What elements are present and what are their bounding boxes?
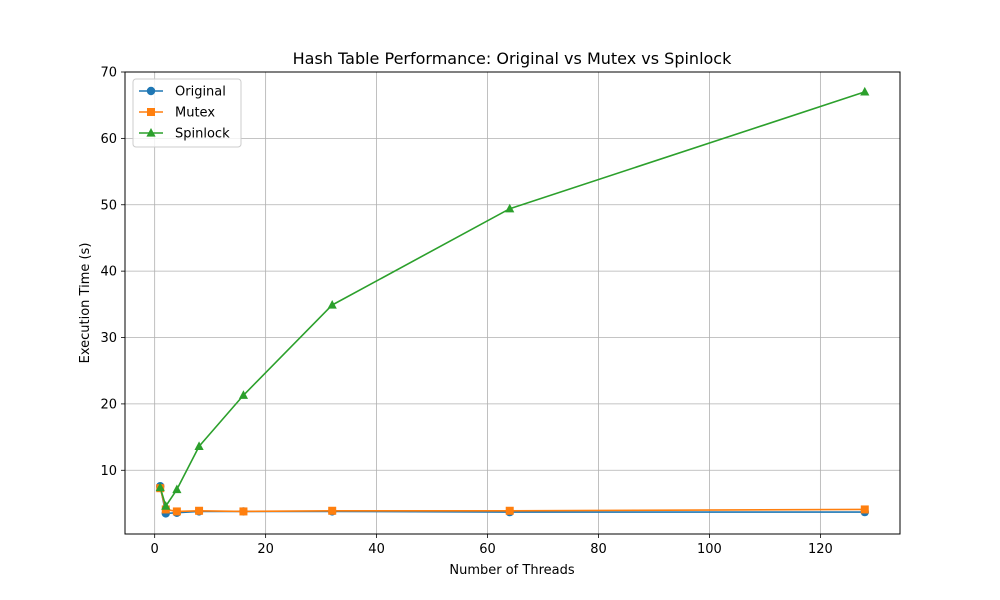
- x-tick-label: 0: [151, 542, 159, 557]
- legend-swatch-marker: [147, 108, 155, 116]
- spinlock-point: [161, 501, 171, 510]
- x-tick-label: 60: [479, 542, 496, 557]
- legend-entry-mutex: Mutex: [139, 106, 215, 121]
- mutex-point: [195, 506, 204, 515]
- y-axis-label: Execution Time (s): [78, 243, 93, 364]
- y-tick-label: 70: [100, 66, 117, 81]
- ticks: 0 20 40 60 80 100 120 10 20 30 40 50 60 70: [100, 66, 832, 558]
- legend-label: Spinlock: [175, 127, 230, 142]
- chart-title: Hash Table Performance: Original vs Mute…: [293, 49, 732, 68]
- x-tick-label: 20: [257, 542, 274, 557]
- legend: Original Mutex Spinlock: [132, 78, 242, 148]
- y-tick-label: 10: [100, 464, 117, 479]
- spinlock-point: [860, 86, 870, 96]
- series-spinlock: [155, 86, 870, 510]
- mutex-point: [860, 505, 869, 514]
- legend-label: Original: [175, 85, 226, 100]
- y-tick-label: 40: [100, 265, 117, 280]
- spinlock-point: [172, 484, 182, 494]
- legend-label: Mutex: [175, 106, 215, 121]
- mutex-point: [505, 506, 514, 515]
- plot-frame: [124, 71, 901, 535]
- legend-swatch-marker: [146, 86, 156, 96]
- spinlock-point: [194, 441, 204, 450]
- x-tick-label: 80: [590, 542, 607, 557]
- x-axis-label: Number of Threads: [449, 563, 574, 578]
- legend-entry-spinlock: Spinlock: [139, 127, 230, 142]
- spinlock-point: [155, 482, 165, 492]
- y-tick-label: 20: [100, 397, 117, 412]
- spinlock-point: [327, 299, 337, 309]
- legend-entry-original: Original: [139, 85, 226, 100]
- spinlock-line: [159, 91, 866, 507]
- y-tick-label: 30: [100, 331, 117, 346]
- y-tick-label: 60: [100, 132, 117, 147]
- spinlock-point: [238, 390, 249, 399]
- x-tick-label: 100: [697, 542, 722, 557]
- x-tick-label: 120: [808, 542, 833, 557]
- mutex-point: [172, 507, 181, 516]
- mutex-point: [328, 506, 337, 515]
- legend-swatch-marker: [146, 128, 156, 137]
- x-tick-label: 40: [368, 542, 385, 557]
- legend-box: [132, 78, 242, 148]
- series-mutex: [156, 484, 869, 516]
- mutex-point: [239, 507, 248, 516]
- spinlock-point: [505, 203, 515, 213]
- y-tick-label: 50: [100, 198, 117, 213]
- series-layer: [155, 86, 870, 518]
